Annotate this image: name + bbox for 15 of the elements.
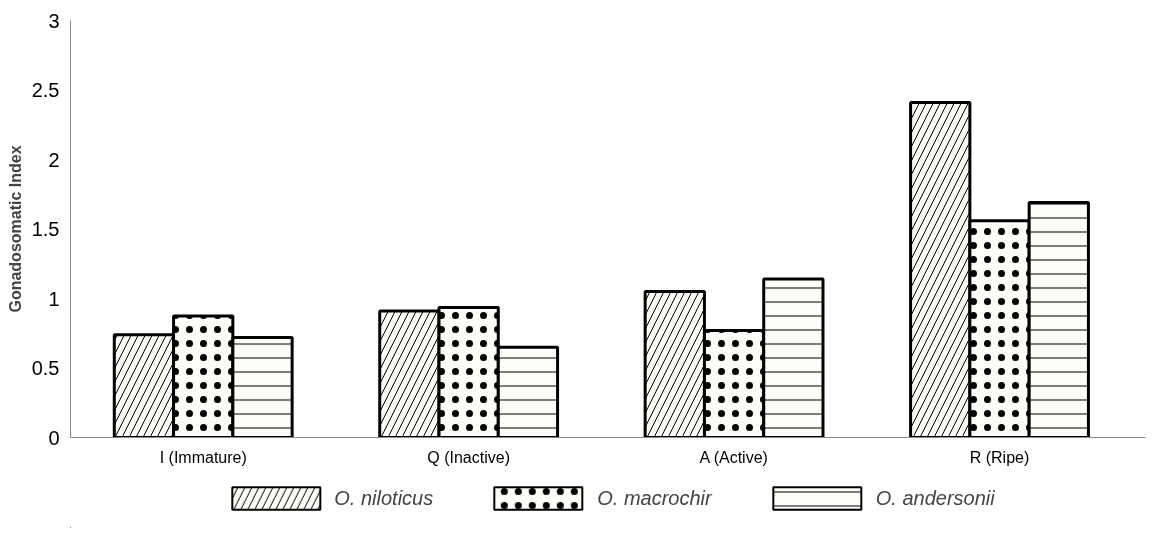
x-tick-label: A (Active) bbox=[699, 448, 768, 466]
y-tick-label: 2.5 bbox=[31, 79, 60, 101]
y-axis-title: Gonadosomatic Index bbox=[6, 145, 24, 313]
y-tick-label: 2 bbox=[48, 148, 60, 171]
x-tick-label: Q (Inactive) bbox=[427, 448, 510, 466]
y-tick-label: 1.5 bbox=[31, 218, 60, 240]
legend-label: O. andersonii bbox=[875, 486, 995, 510]
y-tick-label: 0.5 bbox=[31, 357, 60, 379]
legend-label: O. macrochir bbox=[597, 486, 712, 510]
y-tick-label: 0 bbox=[48, 426, 60, 449]
y-tick-label: 1 bbox=[48, 287, 60, 310]
x-tick-label: I (Immature) bbox=[159, 448, 247, 466]
x-tick-label: R (Ripe) bbox=[969, 448, 1030, 466]
y-tick-label: 3 bbox=[48, 9, 60, 32]
legend-label: O. niloticus bbox=[334, 486, 434, 510]
